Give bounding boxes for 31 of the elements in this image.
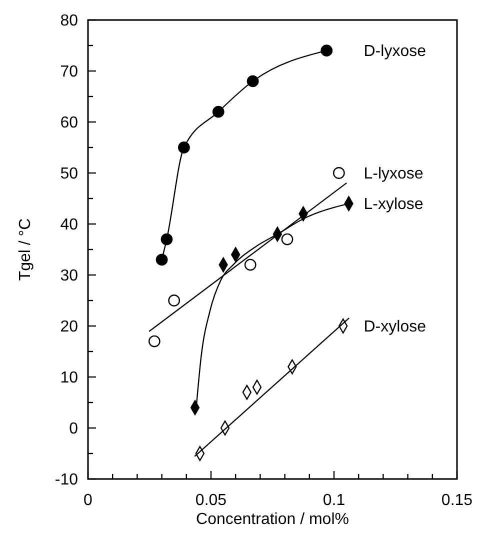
point bbox=[212, 106, 224, 118]
y-tick-label: 50 bbox=[60, 166, 78, 183]
point bbox=[148, 335, 160, 348]
y-tick-label: 70 bbox=[60, 64, 78, 81]
y-tick-label: 40 bbox=[60, 216, 78, 234]
y-tick-label: 0 bbox=[69, 420, 78, 438]
y-tick-label: -10 bbox=[54, 472, 78, 489]
point bbox=[160, 233, 173, 246]
series-label: L-lyxose bbox=[364, 166, 424, 183]
point bbox=[178, 142, 190, 154]
x-tick-label: 0 bbox=[84, 492, 93, 509]
y-tick-label: 30 bbox=[60, 268, 78, 285]
x-axis-title: Concentration / mol% bbox=[196, 511, 349, 528]
y-axis-title: Tgel / °C bbox=[17, 218, 34, 281]
series-label: D-lyxose bbox=[364, 43, 426, 60]
point bbox=[156, 254, 168, 266]
series-label: D-xylose bbox=[364, 318, 426, 336]
point bbox=[168, 294, 180, 306]
y-tick-label: 60 bbox=[60, 114, 78, 132]
y-tick-label: 20 bbox=[60, 318, 78, 336]
point bbox=[320, 44, 333, 57]
y-tick-label: 80 bbox=[60, 12, 78, 30]
point bbox=[332, 167, 345, 179]
point bbox=[246, 75, 259, 88]
x-tick-label: 0.1 bbox=[322, 492, 346, 509]
x-tick-label: 0.05 bbox=[195, 492, 227, 509]
point bbox=[244, 258, 256, 271]
point bbox=[281, 233, 294, 246]
y-tick-label: 10 bbox=[60, 370, 78, 387]
x-tick-label: 0.15 bbox=[441, 492, 473, 509]
series-label: L-xylose bbox=[364, 196, 424, 214]
